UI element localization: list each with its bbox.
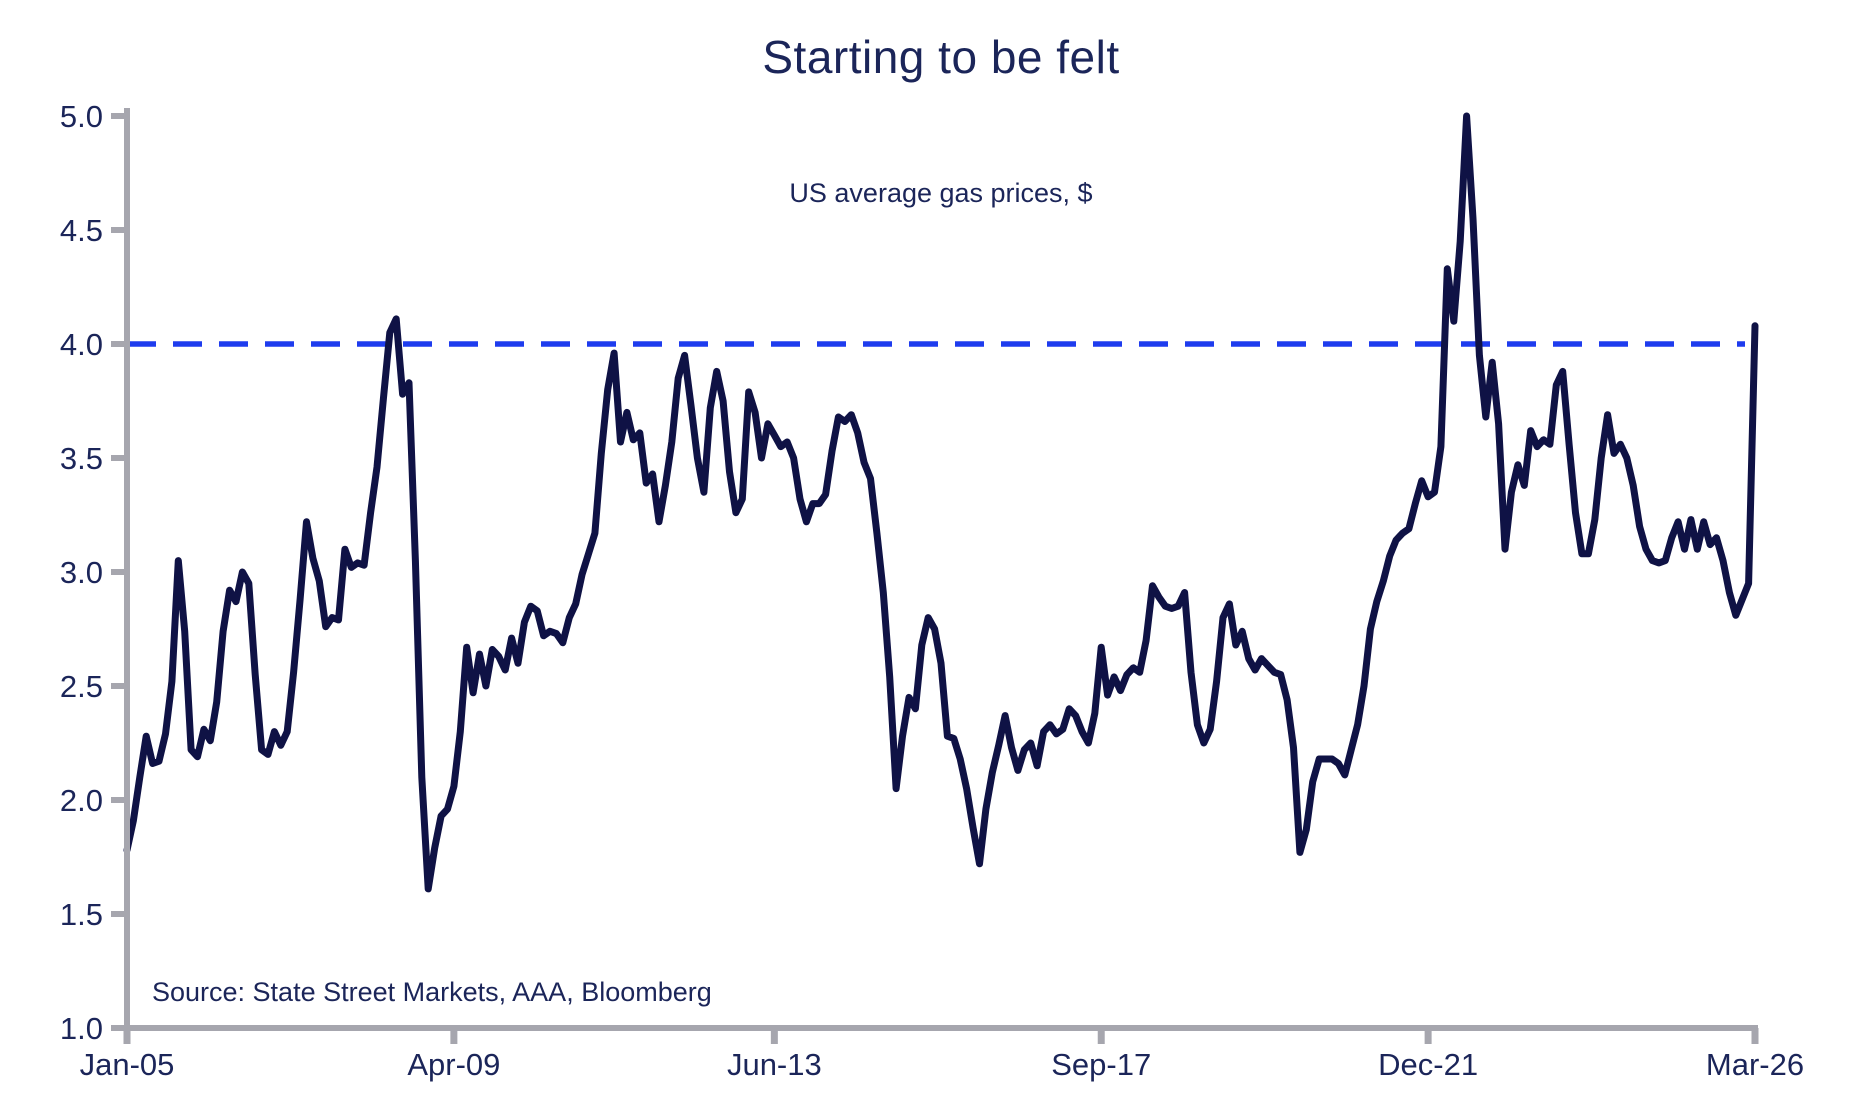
x-tick-label-Mar-26: Mar-26 (1706, 1047, 1804, 1082)
y-tick-label-2.5: 2.5 (60, 669, 103, 704)
y-tick-label-4.5: 4.5 (60, 213, 103, 248)
chart-subtitle: US average gas prices, $ (789, 178, 1093, 208)
y-tick-label-1.0: 1.0 (60, 1011, 103, 1046)
y-tick-label-5.0: 5.0 (60, 99, 103, 134)
y-tick-label-4.0: 4.0 (60, 327, 103, 362)
y-tick-label-3.0: 3.0 (60, 555, 103, 590)
x-tick-label-Jan-05: Jan-05 (80, 1047, 175, 1082)
x-tick-label-Sep-17: Sep-17 (1051, 1047, 1151, 1082)
y-tick-label-3.5: 3.5 (60, 441, 103, 476)
source-note: Source: State Street Markets, AAA, Bloom… (152, 977, 712, 1007)
y-tick-label-1.5: 1.5 (60, 897, 103, 932)
y-tick-label-2.0: 2.0 (60, 783, 103, 818)
x-tick-label-Jun-13: Jun-13 (727, 1047, 822, 1082)
gas-price-series-line (123, 112, 1759, 893)
x-tick-label-Dec-21: Dec-21 (1378, 1047, 1478, 1082)
chart-title: Starting to be felt (762, 31, 1120, 83)
x-tick-label-Apr-09: Apr-09 (407, 1047, 500, 1082)
